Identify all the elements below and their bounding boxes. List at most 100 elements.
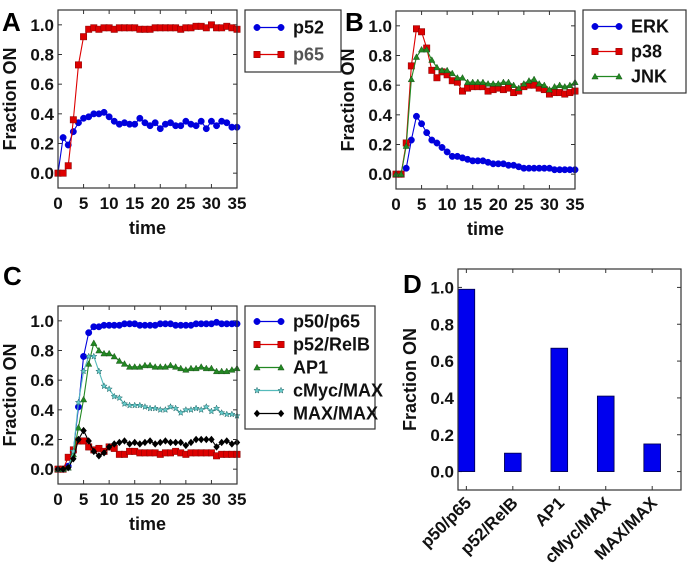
data-point [166,361,175,369]
legend: p50/p65 p52/RelB AP1 cMyc/MAX MAX/MAX [244,305,383,430]
data-point [197,405,205,413]
data-point [100,449,108,457]
data-point [161,405,170,413]
data-point [202,125,210,133]
y-axis-label: Fraction ON [338,48,358,151]
data-point [156,125,164,133]
y-tick-label: 1.0 [30,312,54,331]
series-max-max [54,426,241,473]
series-line [396,49,576,175]
y-tick-label: 0.8 [430,315,454,334]
legend-marker [591,23,599,30]
legend-entry: MAX/MAX [253,404,378,424]
x-tick-label: 0 [53,194,62,213]
data-point [433,63,441,71]
data-point [156,363,164,370]
data-point [59,465,67,473]
data-point [121,437,128,445]
data-point [218,367,226,375]
legend-label: p65 [293,45,324,65]
data-point [458,74,467,81]
data-point [146,122,154,130]
bar-p52-relb [504,452,522,472]
data-point [192,364,200,372]
data-point [535,80,543,87]
data-point [433,74,441,82]
legend-label: p50/p65 [293,312,360,332]
data-point [182,441,190,450]
data-point [207,407,216,415]
data-point [80,395,88,403]
data-point [141,361,149,369]
x-tick-label: 15 [463,195,482,214]
y-tick-label: 0.0 [368,165,392,184]
y-tick-label: 0.0 [430,463,454,482]
series-line [58,24,238,174]
data-point [141,402,149,411]
data-point [412,53,420,60]
legend-entry: p65 [253,45,324,65]
data-point [105,349,113,357]
series-p52 [54,108,241,177]
data-point [499,78,507,85]
legend-label: cMyc/MAX [293,381,383,401]
x-tick-label: 0 [53,490,62,509]
panel-b-chart: 0.0 0.2 0.4 0.6 0.8 1.0 Fraction ON 0 5 10 15 20 25 3… [338,9,687,239]
data-point [146,437,154,445]
data-point [423,45,431,53]
data-point [228,410,236,418]
data-point [177,122,185,130]
series-cmyc-max [54,352,241,473]
x-tick-label: 5 [417,195,426,214]
data-point [74,424,82,431]
data-point [540,81,548,88]
data-point [510,81,518,88]
x-tick-label: 35 [228,490,247,509]
legend-marker [277,363,285,371]
data-point [464,78,472,85]
data-point [443,66,451,74]
data-point [469,78,477,85]
data-point [141,119,149,127]
data-point [95,367,103,375]
y-axis-label: Fraction ON [0,343,20,446]
data-point [561,83,569,90]
data-point [115,394,124,402]
data-point [413,112,420,120]
data-point [80,33,88,41]
y-tick-label: 0.6 [30,371,54,390]
x-tick-label: 30 [202,490,221,509]
data-point [192,435,200,444]
data-point [197,363,205,370]
data-point [551,83,559,90]
legend-marker [615,48,623,55]
data-point [136,114,144,122]
x-tick-label: 10 [438,195,457,214]
data-point [223,437,230,445]
data-point [75,435,82,444]
series-jnk [392,45,579,177]
data-point [166,402,175,411]
data-point [182,117,190,125]
x-category-label: AP1 [531,493,568,530]
y-tick-label: 0.6 [30,75,54,94]
data-point [428,56,436,63]
data-point [207,117,215,125]
data-point [479,78,487,85]
x-tick-label: 35 [228,194,247,213]
legend-marker [277,409,285,418]
data-point [85,360,93,367]
y-tick-label: 0.6 [368,76,392,95]
x-tick-label: 25 [176,490,195,509]
y-tick-label: 0.2 [430,426,454,445]
legend-label: AP1 [293,358,328,378]
data-point [545,86,553,93]
data-point [213,367,221,375]
data-point [110,117,118,125]
data-point [131,401,139,409]
panel-letter-b: B [345,7,364,37]
x-axis-label: time [129,218,166,238]
legend-label: p38 [631,42,662,62]
